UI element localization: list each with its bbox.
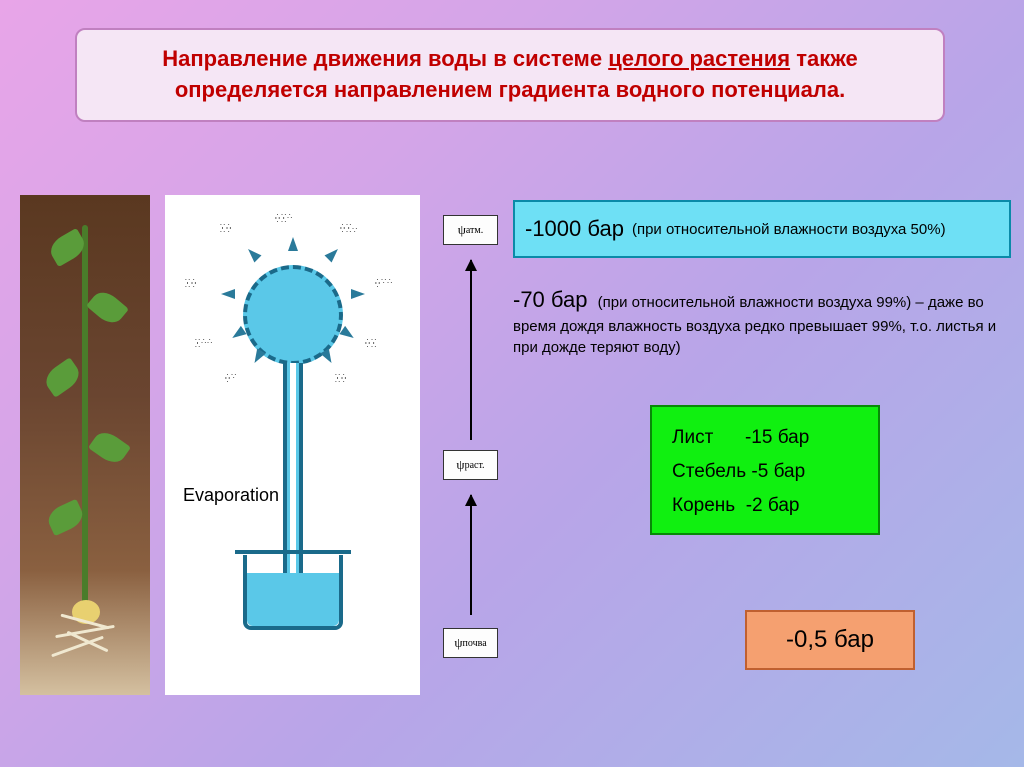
evap-dots: ∴∵∴∵	[375, 280, 393, 288]
evap-arrow	[351, 289, 365, 299]
evap-dots: ∴∵∵∴∵	[340, 225, 358, 233]
evap-dots: ∵∴∴∵	[185, 280, 197, 288]
title-box: Направление движения воды в системе цело…	[75, 28, 945, 122]
psi-atm-box: ψатм.	[443, 215, 498, 245]
psi-atm-symbol: ψ	[458, 222, 466, 238]
flow-arrow-upper	[470, 260, 472, 440]
evaporation-label: Evaporation	[183, 485, 279, 506]
h99-value: -70 бар	[513, 287, 587, 312]
psi-soil-sub: почва	[462, 638, 486, 649]
psi-plant-symbol: ψ	[456, 457, 464, 473]
stem-value: Стебель -5 бар	[672, 455, 858, 489]
leaf-value: Лист -15 бар	[672, 421, 858, 455]
psi-soil-symbol: ψ	[454, 635, 462, 651]
soil-box: -0,5 бар	[745, 610, 915, 670]
psi-plant-box: ψраст.	[443, 450, 498, 480]
plant-root	[55, 625, 115, 638]
soil-value: -0,5 бар	[786, 626, 874, 654]
evap-arrow	[325, 246, 342, 263]
evap-arrow	[245, 246, 262, 263]
flow-arrow-lower	[470, 495, 472, 615]
plant-parts-box: Лист -15 бар Стебель -5 бар Корень -2 ба…	[650, 405, 880, 535]
evaporation-diagram: ∴∵∴∵∴ ∴∵∵∴∵ ∵∴∴∵ ∴∵∴∵ ∵∴∴∵ ∴∵∵∴ ∵∴∴∴ ∵∴∴…	[165, 195, 420, 695]
evap-dots: ∵∴∴∴	[195, 340, 213, 348]
evap-dots: ∵∴∴∵	[220, 225, 232, 233]
plant-leaf	[86, 287, 129, 329]
evap-beaker	[243, 555, 343, 630]
evap-arrow	[320, 348, 336, 365]
evap-arrow	[339, 326, 356, 342]
plant-stem	[82, 225, 88, 605]
title-text: Направление движения воды в системе цело…	[97, 44, 923, 106]
psi-atm-sub: атм.	[466, 225, 483, 236]
atm-value: -1000 бар	[525, 216, 624, 242]
psi-plant-sub: раст.	[465, 460, 485, 471]
evap-arrow	[288, 237, 298, 251]
plant-leaf	[88, 427, 131, 468]
root-value: Корень -2 бар	[672, 489, 858, 523]
psi-soil-box: ψпочва	[443, 628, 498, 658]
evap-arrow	[221, 289, 235, 299]
title-part1: Направление движения воды в системе	[162, 46, 608, 71]
evap-dots: ∴∵∴∵∴	[275, 215, 293, 223]
evap-dots: ∴∵∵∴	[365, 340, 377, 348]
plant-photo	[20, 195, 150, 695]
evap-dots: ∵∴∴∵	[335, 375, 347, 383]
humidity-99-text: -70 бар (при относительной влажности воз…	[513, 285, 1003, 358]
plant-leaf	[41, 357, 84, 398]
atmosphere-box: -1000 бар (при относительной влажности в…	[513, 200, 1011, 258]
atm-note: (при относительной влажности воздуха 50%…	[632, 221, 946, 238]
plant-leaf	[44, 499, 86, 536]
title-underlined: целого растения	[608, 46, 790, 71]
evap-dots: ∴∵∵	[225, 375, 237, 383]
